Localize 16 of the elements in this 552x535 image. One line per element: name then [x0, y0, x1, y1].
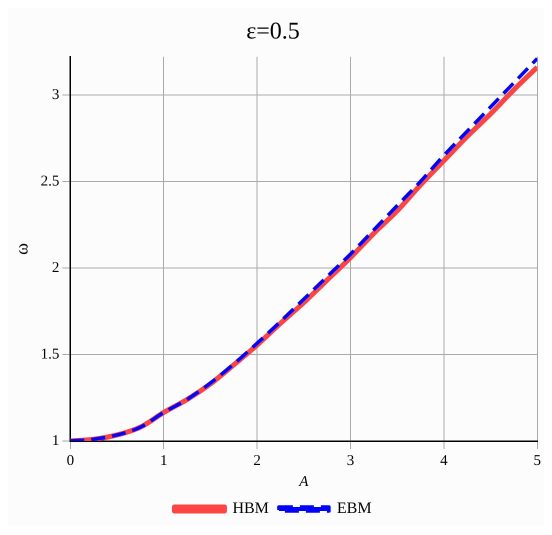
x-tick-label: 1	[160, 452, 168, 469]
chart-title: ε=0.5	[246, 18, 300, 45]
legend-label: HBM	[232, 500, 269, 518]
legend-label: EBM	[336, 500, 372, 518]
x-tick-label: 2	[253, 452, 261, 469]
y-tick-label: 2.5	[40, 173, 60, 190]
y-tick-label: 3	[52, 86, 60, 103]
y-tick-label: 1	[52, 432, 60, 449]
x-tick-label: 4	[440, 452, 448, 469]
y-tick-label: 1.5	[40, 346, 60, 362]
y-tick-label: 2	[52, 260, 60, 276]
x-axis-title: A	[298, 474, 310, 490]
y-axis-title: ω	[12, 242, 32, 255]
x-tick-label: 5	[534, 452, 541, 469]
x-tick-label: 3	[346, 452, 354, 469]
x-tick-label: 0	[66, 452, 74, 469]
